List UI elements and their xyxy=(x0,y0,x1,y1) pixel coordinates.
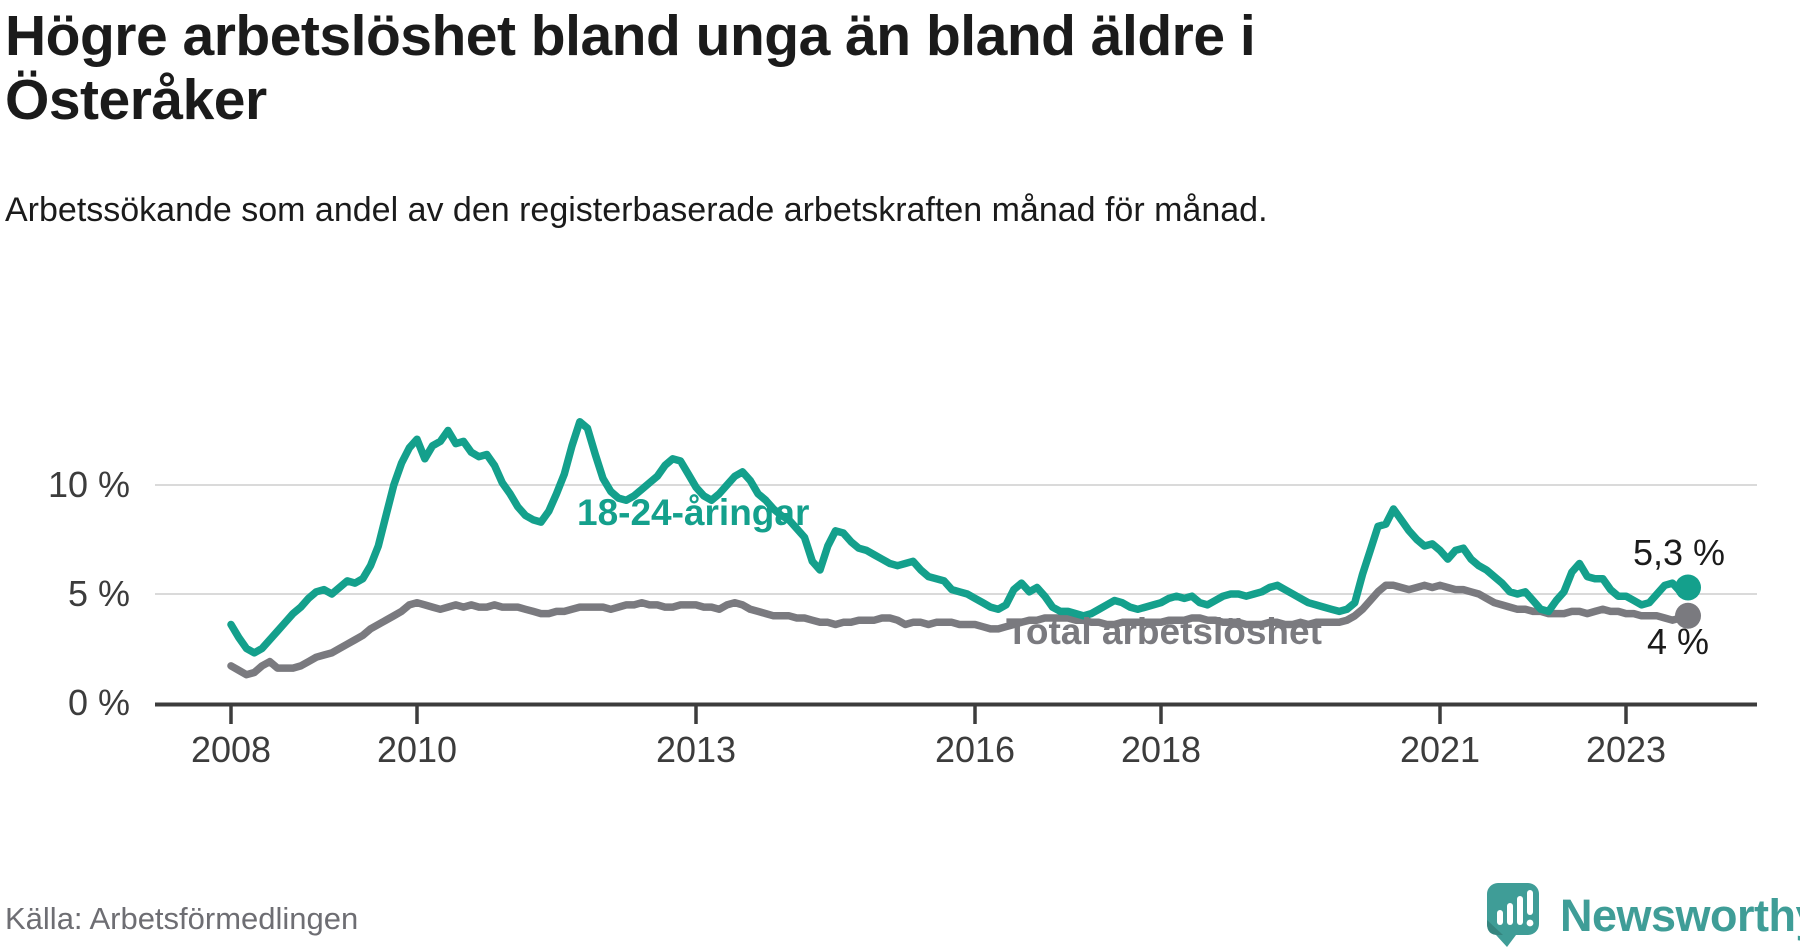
x-tick-label: 2010 xyxy=(377,729,457,770)
chart-subtitle: Arbetssökande som andel av den registerb… xyxy=(5,191,1268,229)
series-end-dot-18-24 xyxy=(1675,574,1701,601)
series-line-total xyxy=(227,581,1692,679)
newsworthy-speech-bubble-icon xyxy=(1487,883,1539,947)
end-value-label-18-24: 5,3 % xyxy=(1633,532,1726,573)
x-tick-label: 2008 xyxy=(191,729,271,770)
series-label-18-24: 18-24-åringar xyxy=(577,492,810,533)
x-tick-label: 2013 xyxy=(656,729,736,770)
newsworthy-logo: Newsworthy xyxy=(1486,882,1800,948)
y-tick-label: 5 % xyxy=(68,573,130,614)
series-line-18-24 xyxy=(227,418,1692,657)
chart-title: Högre arbetslöshet bland unga än bland ä… xyxy=(5,4,1256,133)
newsworthy-logo-text: Newsworthy xyxy=(1560,889,1800,941)
end-value-label-total: 4 % xyxy=(1647,621,1710,662)
series-end-dot-total xyxy=(1675,602,1701,629)
y-tick-label: 0 % xyxy=(68,682,130,723)
source-note: Källa: Arbetsförmedlingen xyxy=(5,901,359,936)
x-tick-label: 2018 xyxy=(1121,729,1201,770)
y-tick-label: 10 % xyxy=(48,464,130,505)
x-tick-label: 2023 xyxy=(1586,729,1666,770)
series-label-total: Total arbetslöshet xyxy=(1006,611,1322,652)
x-tick-label: 2016 xyxy=(935,729,1015,770)
x-tick-label: 2021 xyxy=(1400,729,1480,770)
